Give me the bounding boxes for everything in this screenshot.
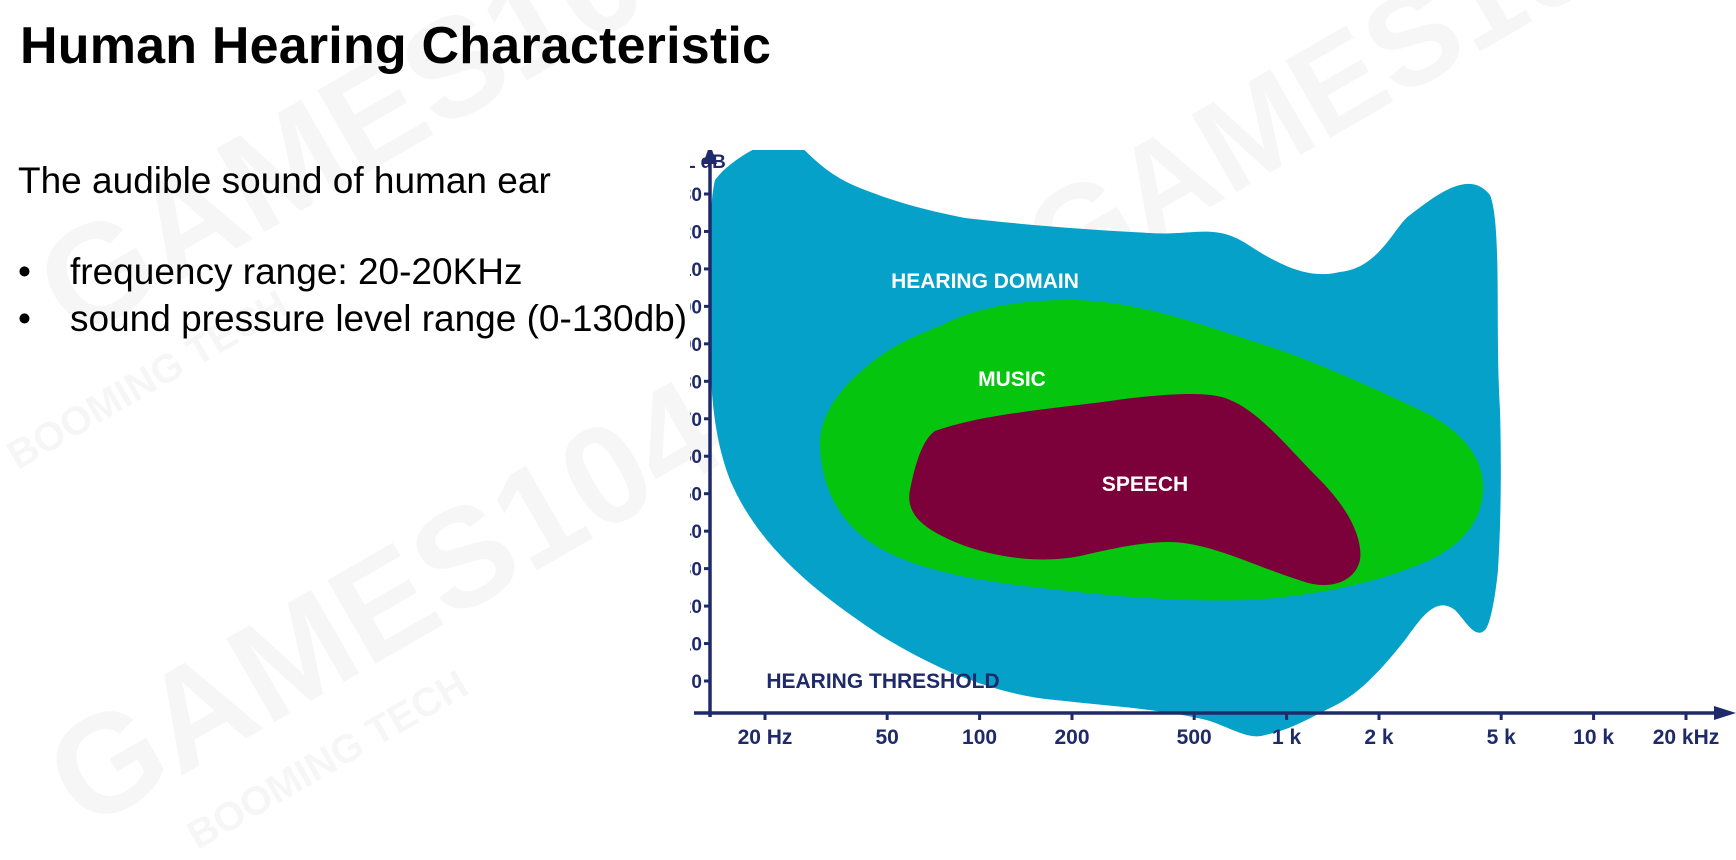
x-tick-label: 2 k (1364, 726, 1394, 749)
watermark-booming-tech: BOOMING TECH (180, 662, 476, 859)
x-tick-label: 5 k (1487, 726, 1517, 749)
y-tick-label: 20 (690, 597, 702, 618)
y-axis-label: L dB (690, 152, 726, 173)
speech-label: SPEECH (1102, 473, 1188, 496)
x-tick-label: 20 kHz (1653, 726, 1720, 749)
watermark-games104: GAMES104 (20, 347, 748, 860)
y-tick-label: 10 (690, 635, 702, 656)
hearing-range-diagram: HEARING DOMAIN MUSIC SPEECH HEARING THRE… (690, 150, 1736, 749)
list-item: • frequency range: 20-20KHz (18, 248, 687, 295)
page-title: Human Hearing Characteristic (20, 17, 772, 75)
y-tick-label: 40 (690, 522, 702, 543)
y-tick-label: 0 (691, 672, 702, 693)
bullet-icon: • (18, 298, 31, 339)
x-tick-label: 500 (1177, 726, 1212, 749)
music-label: MUSIC (978, 368, 1046, 391)
x-tick-label: 10 k (1573, 726, 1614, 749)
hearing-domain-label: HEARING DOMAIN (891, 270, 1079, 293)
x-tick-label: 1 k (1272, 726, 1302, 749)
y-tick-label: 110 (690, 260, 702, 281)
x-tick-label: 100 (962, 726, 997, 749)
y-tick-label: 80 (690, 372, 702, 393)
bullet-icon: • (18, 251, 31, 292)
hearing-threshold-label: HEARING THRESHOLD (766, 670, 999, 693)
y-tick-label: 70 (690, 410, 702, 431)
x-axis-arrow-icon (1714, 706, 1736, 720)
y-axis-ticks: 0 10 20 30 40 50 60 70 80 90 100 110 120 130 (690, 185, 711, 693)
y-tick-label: 100 (690, 297, 702, 318)
x-axis-ticks: 20 Hz 50 100 200 500 1 k 2 k 5 k 10 k 20 kHz (738, 713, 1720, 749)
bullet-text: sound pressure level range (0-130db) (70, 298, 688, 339)
list-item: • sound pressure level range (0-130db) (18, 295, 687, 342)
y-tick-label: 90 (690, 335, 702, 356)
bullet-list: • frequency range: 20-20KHz • sound pres… (18, 248, 687, 342)
y-tick-label: 130 (690, 185, 702, 206)
y-tick-label: 60 (690, 447, 702, 468)
y-tick-label: 50 (690, 485, 702, 506)
y-axis-arrow-icon (703, 150, 717, 164)
bullet-text: frequency range: 20-20KHz (70, 251, 523, 292)
x-tick-label: 200 (1054, 726, 1089, 749)
x-tick-label: 20 Hz (738, 726, 793, 749)
y-tick-label: 120 (690, 222, 702, 243)
speech-region (909, 393, 1361, 586)
intro-text: The audible sound of human ear (18, 160, 551, 201)
x-tick-label: 50 (875, 726, 898, 749)
y-tick-label: 30 (690, 560, 702, 581)
